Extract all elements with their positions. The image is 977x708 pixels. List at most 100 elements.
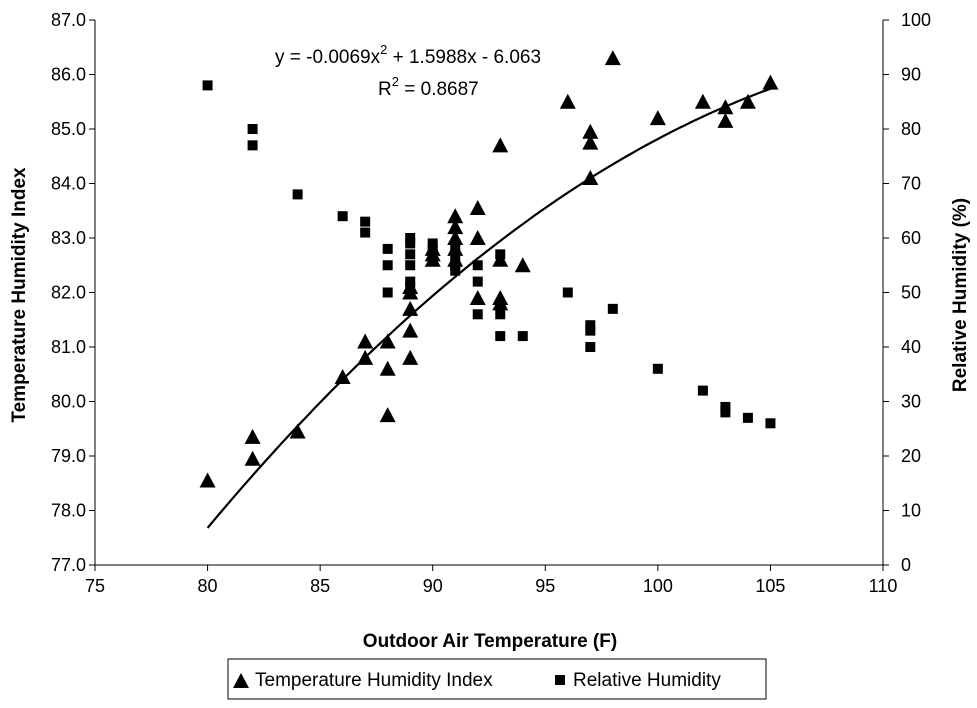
y-right-tick-label: 100 [901,10,931,30]
thi-point [357,333,374,349]
y-left-tick-label: 82.0 [51,283,86,303]
rh-point [495,309,506,320]
legend-square-icon [555,675,565,685]
y-right-tick-label: 30 [901,392,921,412]
x-tick-label: 105 [755,576,785,596]
rh-point [720,401,731,412]
y-axis-right-title: Relative Humidity (%) [950,198,971,392]
rh-point [427,254,438,265]
thi-point [402,322,419,338]
y-left-tick-label: 83.0 [51,228,86,248]
legend: Temperature Humidity Index Relative Humi… [227,658,767,700]
thi-point [379,333,396,349]
rh-point [562,287,573,298]
legend-triangle-icon [233,673,249,688]
rh-point [405,282,416,293]
rh-point [585,325,596,336]
y-right-tick-label: 80 [901,119,921,139]
legend-label-thi: Temperature Humidity Index [255,670,493,691]
thi-point [199,472,216,488]
rh-point [607,303,618,314]
rh-point [585,320,596,331]
y-left-tick-label: 77.0 [51,555,86,575]
legend-box [227,658,767,700]
trendline [206,87,771,529]
x-tick-label: 80 [198,576,218,596]
rh-point [495,249,506,260]
rh-point [427,249,438,260]
rh-point [427,238,438,249]
thi-point [582,170,599,186]
thi-point [447,208,464,224]
thi-point [469,230,486,245]
thi-point [379,407,396,423]
y-axis-right: 0 10 20 30 40 50 60 70 80 90 100 [883,10,931,575]
y-right-tick-label: 20 [901,446,921,466]
rh-point [247,140,258,151]
thi-point [604,50,621,66]
x-tick-label: 100 [643,576,673,596]
y-right-tick-label: 60 [901,228,921,248]
y-right-tick-label: 50 [901,283,921,303]
rh-point [517,331,528,342]
rh-point [382,287,393,298]
rh-point [450,260,461,271]
y-right-tick-label: 40 [901,337,921,357]
rh-point [450,243,461,254]
rh-point [405,233,416,243]
thi-point [469,289,486,305]
x-tick-label: 110 [869,576,898,596]
rh-point [652,363,663,374]
rh-point [360,216,371,227]
rh-point [337,211,348,222]
trendline-r-squared: R2 = 0.8687 [378,74,479,100]
thi-point [447,230,464,245]
thi-point [492,289,509,305]
rh-series [202,80,776,429]
rh-point [472,260,483,271]
y-left-tick-label: 78.0 [51,501,86,521]
rh-point [450,254,461,265]
thi-point [559,93,576,109]
x-tick-label: 95 [535,576,555,596]
rh-point [405,249,416,260]
thi-point [402,349,419,365]
rh-point [292,189,303,200]
thi-point [402,300,419,316]
thi-point [244,428,261,444]
thi-point [492,137,509,153]
rh-point [405,238,416,249]
rh-point [585,342,596,352]
thi-point [582,134,599,150]
y-axis-left-title: Temperature Humidity Index [9,167,30,423]
y-right-tick-label: 10 [901,501,921,521]
thi-point [739,93,756,109]
x-axis: 75 80 85 90 95 100 105 110 [85,565,897,596]
rh-point [765,418,776,429]
thi-point [469,200,486,216]
x-tick-label: 90 [423,576,443,596]
x-axis-title: Outdoor Air Temperature (F) [363,631,617,652]
y-right-tick-label: 90 [901,65,921,85]
trendline-equation: y = -0.0069x2 + 1.5988x - 6.063 [275,42,541,68]
rh-point [450,265,461,276]
trendline-curve [206,87,771,529]
rh-point [405,260,416,271]
thi-series [199,50,779,488]
y-left-tick-label: 81.0 [51,337,86,357]
rh-point [360,227,371,238]
y-axis-left: 77.0 78.0 79.0 80.0 81.0 82.0 83.0 84.0 85.0 86.0… [51,10,95,575]
y-left-tick-label: 84.0 [51,174,86,194]
x-tick-label: 85 [310,576,330,596]
thi-point [582,123,599,139]
y-left-tick-label: 80.0 [51,392,86,412]
rh-point [472,309,483,320]
y-left-tick-label: 85.0 [51,119,86,139]
legend-label-rh: Relative Humidity [573,670,721,691]
thi-point [334,368,351,384]
rh-point [202,80,213,91]
y-left-tick-label: 86.0 [51,65,86,85]
y-right-tick-label: 0 [901,555,911,575]
y-left-tick-label: 79.0 [51,446,86,466]
